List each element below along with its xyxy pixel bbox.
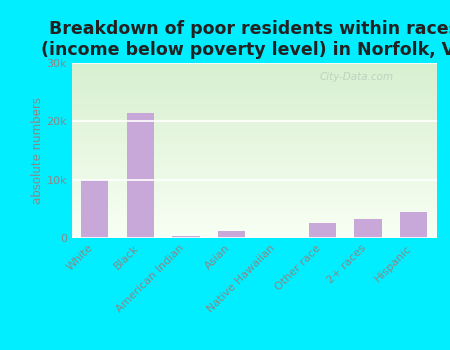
Bar xyxy=(172,236,200,238)
Bar xyxy=(81,180,108,238)
Bar xyxy=(309,223,336,238)
Text: City-Data.com: City-Data.com xyxy=(320,72,394,82)
Bar xyxy=(400,212,428,238)
Bar xyxy=(355,219,382,238)
Title: Breakdown of poor residents within races
(income below poverty level) in Norfolk: Breakdown of poor residents within races… xyxy=(41,20,450,59)
Bar xyxy=(127,113,154,238)
Bar xyxy=(218,231,245,238)
Y-axis label: absolute numbers: absolute numbers xyxy=(31,97,44,204)
